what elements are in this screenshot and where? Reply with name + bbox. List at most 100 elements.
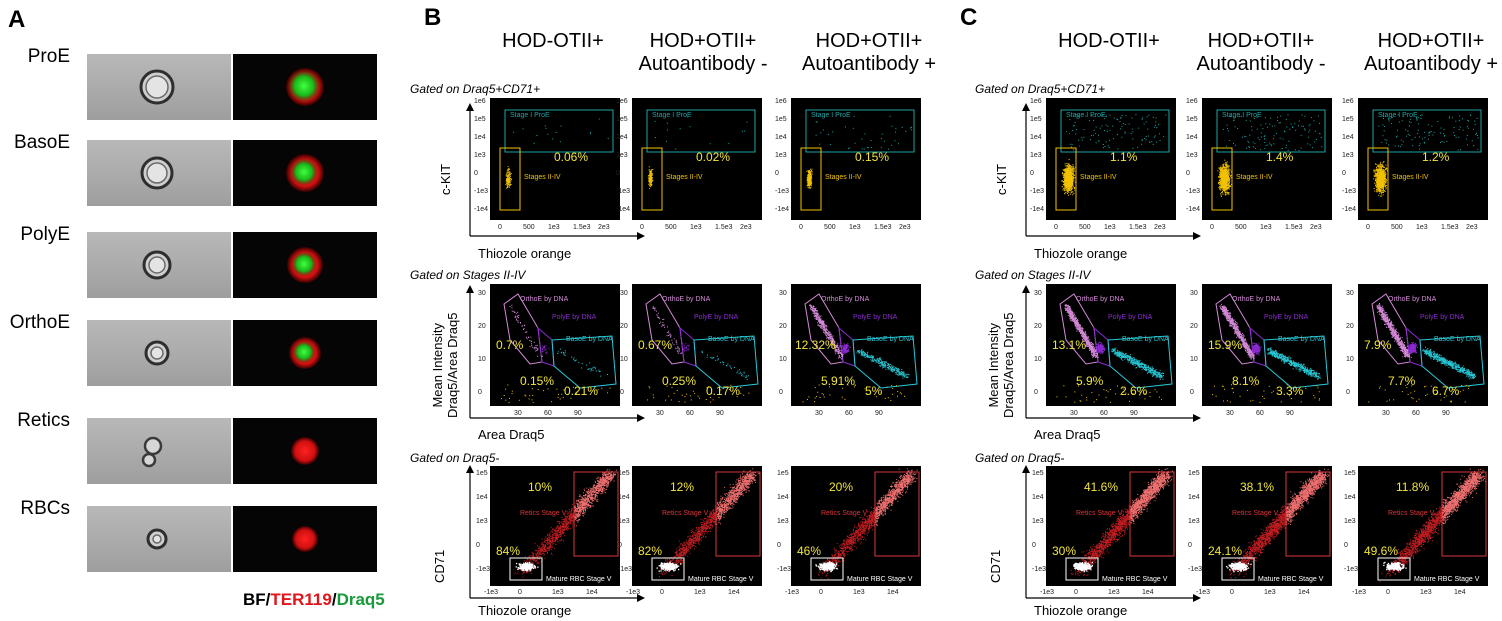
event-dot xyxy=(547,133,549,135)
event-dot xyxy=(649,176,651,178)
event-dot xyxy=(701,523,703,525)
event-dot xyxy=(602,484,604,486)
event-dot xyxy=(744,487,746,489)
event-dot xyxy=(563,353,565,355)
event-dot xyxy=(905,130,907,132)
event-dot xyxy=(704,530,706,532)
event-dot xyxy=(733,495,735,497)
event-dot xyxy=(724,512,726,514)
event-dot xyxy=(505,173,507,175)
event-dot xyxy=(698,532,700,534)
event-dot xyxy=(739,487,741,489)
event-dot xyxy=(561,516,563,518)
event-dot xyxy=(684,555,686,557)
event-dot xyxy=(738,492,740,494)
event-dot xyxy=(726,500,728,502)
event-dot xyxy=(680,558,682,560)
gate-retics xyxy=(715,471,761,557)
event-dot xyxy=(599,479,601,481)
event-dot xyxy=(517,315,519,317)
event-dot xyxy=(564,519,566,521)
event-dot xyxy=(706,520,708,522)
event-dot xyxy=(566,528,568,530)
event-dot xyxy=(557,525,559,527)
event-dot xyxy=(680,552,682,554)
event-dot xyxy=(564,524,566,526)
event-dot xyxy=(810,179,812,181)
event-dot xyxy=(593,493,595,495)
event-dot xyxy=(695,541,697,543)
event-dot xyxy=(529,565,531,567)
event-dot xyxy=(518,399,520,401)
event-dot xyxy=(650,172,652,174)
event-dot xyxy=(610,479,612,481)
event-dot xyxy=(670,563,672,565)
axis-arrows xyxy=(464,464,646,604)
event-dot xyxy=(528,398,530,400)
event-dot xyxy=(570,517,572,519)
y-tick: -1e3 xyxy=(618,566,632,573)
event-dot xyxy=(651,181,653,183)
event-dot xyxy=(553,529,555,531)
event-dot xyxy=(808,186,810,188)
event-dot xyxy=(680,551,682,553)
event-dot xyxy=(754,479,756,481)
event-dot xyxy=(721,501,723,503)
event-dot xyxy=(570,515,572,517)
event-dot xyxy=(569,514,571,516)
event-dot xyxy=(574,360,576,362)
event-dot xyxy=(739,490,741,492)
event-dot xyxy=(811,182,813,184)
event-dot xyxy=(806,178,808,180)
event-dot xyxy=(505,175,507,177)
event-dot xyxy=(870,147,872,149)
event-dot xyxy=(572,516,574,518)
event-dot xyxy=(537,348,539,350)
event-dot xyxy=(755,479,757,481)
event-dot xyxy=(560,526,562,528)
event-dot xyxy=(697,538,699,540)
event-dot xyxy=(746,378,748,380)
event-dot xyxy=(508,181,510,183)
event-dot xyxy=(690,399,692,401)
event-dot xyxy=(649,175,651,177)
event-dot xyxy=(562,353,564,355)
scatter-plot-ckit: Stage I ProE Stages II-IV 0.02% xyxy=(632,98,762,220)
brightfield-image xyxy=(87,54,231,120)
event-dot xyxy=(703,531,705,533)
event-dot xyxy=(736,498,738,500)
event-dot xyxy=(721,509,723,511)
event-dot xyxy=(509,171,511,173)
fluorescence-cell xyxy=(289,337,321,369)
event-dot xyxy=(692,528,694,530)
event-dot xyxy=(555,532,557,534)
event-dot xyxy=(559,525,561,527)
event-dot xyxy=(709,529,711,531)
gate-stages-ii-iv xyxy=(641,147,663,211)
event-dot xyxy=(609,475,611,477)
event-dot xyxy=(736,489,738,491)
event-dot xyxy=(736,501,738,503)
event-dot xyxy=(827,334,829,336)
event-dot xyxy=(531,388,533,390)
event-dot xyxy=(751,472,753,474)
event-dot xyxy=(594,368,596,370)
event-dot xyxy=(738,489,740,491)
event-dot xyxy=(650,182,652,184)
event-dot xyxy=(545,127,547,129)
event-dot xyxy=(697,534,699,536)
event-dot xyxy=(542,545,544,547)
event-dot xyxy=(666,331,668,333)
event-dot xyxy=(819,143,821,145)
event-dot xyxy=(710,516,712,518)
event-dot xyxy=(709,527,711,529)
y-tick: 1e5 xyxy=(618,470,630,477)
event-dot xyxy=(508,182,510,184)
event-dot xyxy=(672,562,674,564)
event-dot xyxy=(726,496,728,498)
event-dot xyxy=(559,540,561,542)
event-dot xyxy=(540,551,542,553)
event-dot xyxy=(713,515,715,517)
event-dot xyxy=(745,488,747,490)
event-dot xyxy=(670,568,672,570)
